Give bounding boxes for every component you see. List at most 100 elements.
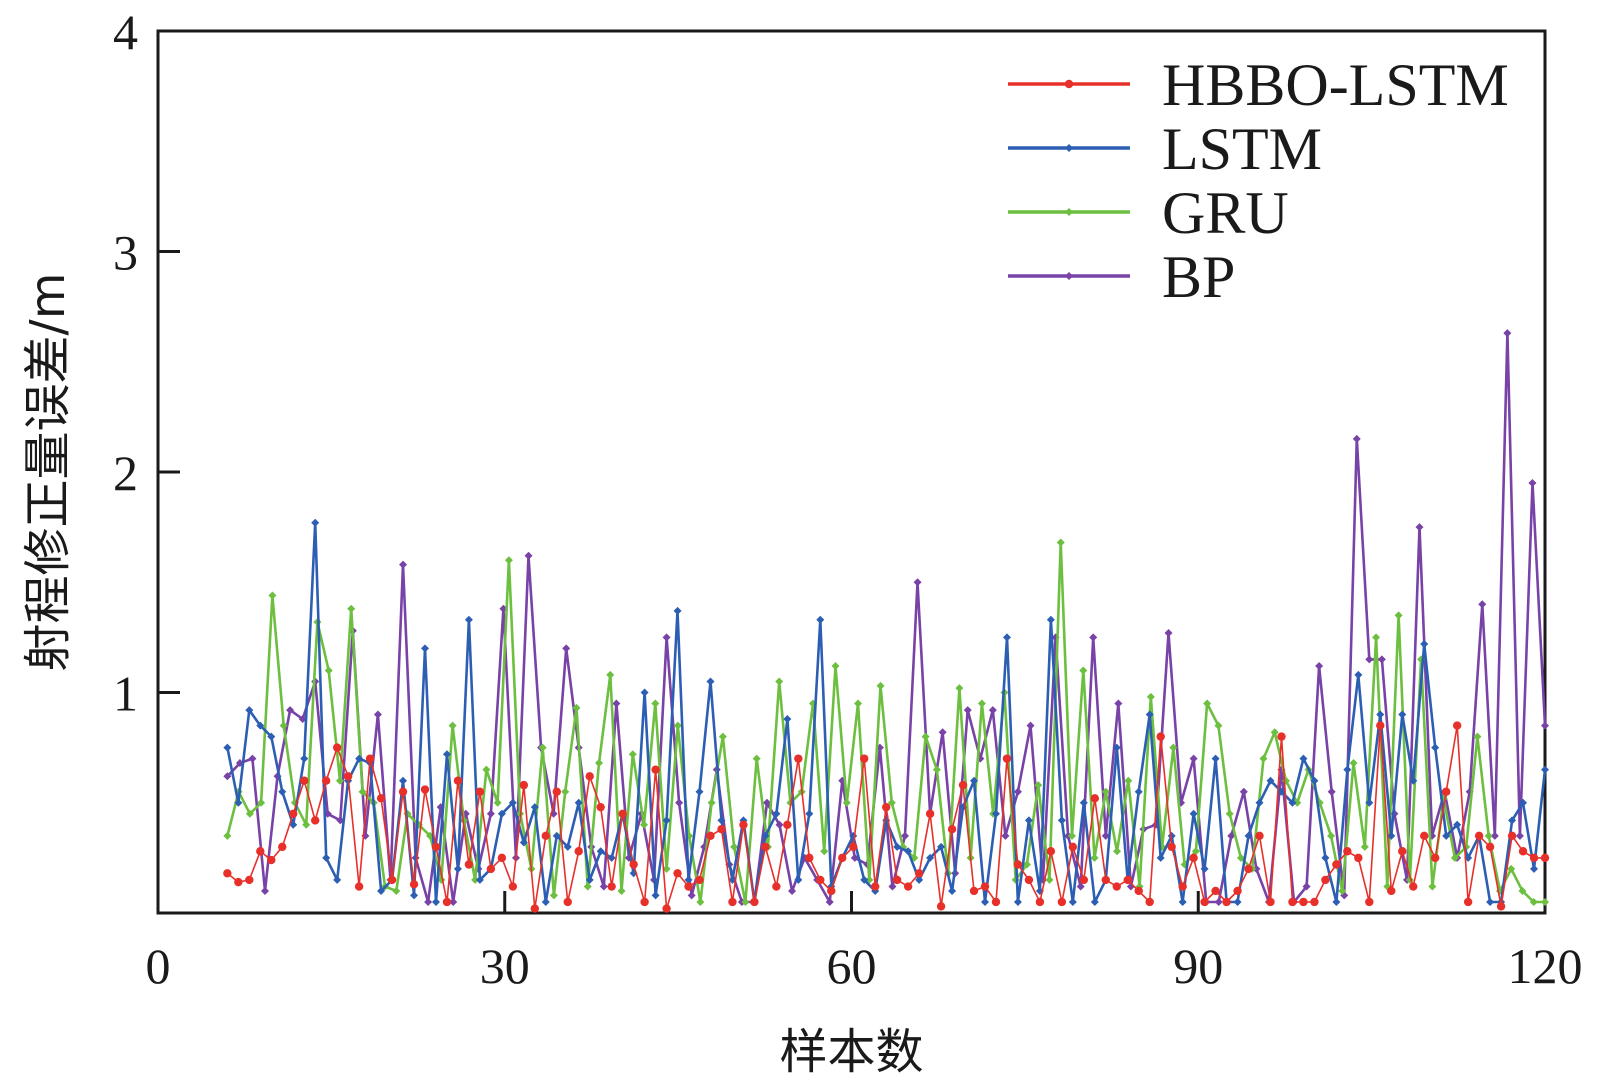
data-point bbox=[399, 560, 408, 569]
data-point bbox=[552, 831, 561, 840]
data-point bbox=[741, 897, 750, 906]
data-point bbox=[1244, 864, 1253, 874]
data-point bbox=[662, 904, 671, 913]
data-point bbox=[442, 897, 452, 907]
data-point bbox=[762, 798, 771, 807]
data-point bbox=[1067, 831, 1076, 840]
data-point bbox=[376, 794, 386, 803]
data-point bbox=[820, 847, 829, 856]
legend-label: GRU bbox=[1162, 180, 1289, 246]
data-point bbox=[1225, 809, 1234, 818]
data-point bbox=[893, 842, 902, 851]
data-point bbox=[1442, 831, 1451, 840]
data-point bbox=[1377, 655, 1386, 664]
data-point bbox=[365, 754, 375, 763]
data-point bbox=[1114, 699, 1123, 708]
data-point bbox=[640, 897, 649, 907]
data-point bbox=[904, 847, 913, 856]
data-point bbox=[1013, 897, 1022, 906]
data-point bbox=[1101, 875, 1110, 885]
data-point bbox=[1164, 628, 1173, 637]
data-point bbox=[583, 882, 592, 891]
data-point bbox=[256, 721, 265, 730]
data-point bbox=[549, 891, 558, 900]
data-point bbox=[574, 798, 583, 807]
data-point bbox=[1277, 787, 1286, 796]
data-point bbox=[1079, 798, 1088, 807]
data-point bbox=[1022, 860, 1031, 869]
data-point bbox=[561, 787, 570, 796]
data-point bbox=[1035, 897, 1045, 907]
legend-item: GRU bbox=[1008, 180, 1289, 246]
data-point bbox=[1090, 897, 1099, 906]
data-point bbox=[1112, 743, 1121, 752]
data-point bbox=[606, 670, 615, 679]
data-point bbox=[538, 743, 547, 752]
data-point bbox=[991, 809, 1000, 818]
data-point bbox=[1428, 882, 1437, 891]
data-point bbox=[1352, 434, 1361, 443]
data-point bbox=[947, 825, 957, 834]
data-point bbox=[530, 904, 540, 913]
data-point bbox=[640, 688, 649, 697]
legend-label: BP bbox=[1162, 244, 1235, 310]
data-point bbox=[684, 875, 693, 884]
data-point bbox=[1026, 721, 1035, 730]
data-point bbox=[662, 864, 671, 873]
data-point bbox=[223, 772, 232, 781]
data-point bbox=[471, 875, 480, 884]
data-point bbox=[574, 847, 583, 856]
data-point bbox=[377, 886, 386, 895]
data-point bbox=[1486, 897, 1495, 906]
data-point bbox=[617, 886, 626, 895]
data-point bbox=[1089, 633, 1098, 642]
data-point bbox=[267, 855, 276, 865]
plot-frame bbox=[156, 29, 1547, 915]
data-point bbox=[420, 785, 430, 794]
data-point bbox=[1178, 882, 1187, 891]
data-point bbox=[805, 853, 814, 863]
data-point bbox=[1233, 897, 1242, 906]
data-point bbox=[333, 875, 342, 884]
data-point bbox=[788, 886, 797, 895]
data-point bbox=[651, 765, 660, 774]
data-point bbox=[876, 681, 885, 690]
data-point bbox=[1452, 721, 1462, 730]
data-point bbox=[1354, 853, 1363, 863]
data-point bbox=[1398, 710, 1407, 719]
data-point bbox=[969, 886, 979, 896]
y-axis-title: 射程修正量误差/m bbox=[20, 273, 76, 672]
data-point bbox=[903, 882, 913, 891]
data-point bbox=[449, 897, 458, 906]
data-point bbox=[267, 732, 276, 741]
data-point bbox=[596, 847, 605, 856]
data-point bbox=[260, 886, 269, 895]
data-point bbox=[629, 860, 638, 869]
data-point bbox=[816, 615, 825, 624]
data-point bbox=[772, 809, 781, 818]
data-point bbox=[1485, 842, 1495, 852]
axes: 0 30 60 90 120 1 2 3 4 bbox=[113, 4, 1583, 994]
data-point bbox=[1490, 831, 1499, 840]
data-point bbox=[1310, 897, 1319, 907]
data-point bbox=[300, 754, 309, 763]
data-point bbox=[453, 864, 462, 873]
data-point bbox=[1529, 853, 1539, 863]
data-point bbox=[980, 897, 989, 906]
data-point bbox=[1474, 831, 1484, 841]
y-tick-label: 2 bbox=[113, 445, 138, 501]
data-point bbox=[410, 891, 419, 900]
data-point bbox=[519, 780, 529, 790]
data-point bbox=[662, 816, 671, 825]
data-point bbox=[1056, 538, 1065, 547]
data-point bbox=[464, 615, 473, 624]
data-point bbox=[1398, 847, 1407, 856]
data-point bbox=[563, 842, 572, 851]
data-point bbox=[1112, 882, 1121, 891]
legend-marker bbox=[1065, 144, 1073, 152]
data-point bbox=[268, 591, 277, 600]
data-point bbox=[955, 684, 964, 693]
data-point bbox=[1189, 853, 1198, 863]
data-point bbox=[541, 897, 550, 906]
data-point bbox=[541, 831, 550, 841]
